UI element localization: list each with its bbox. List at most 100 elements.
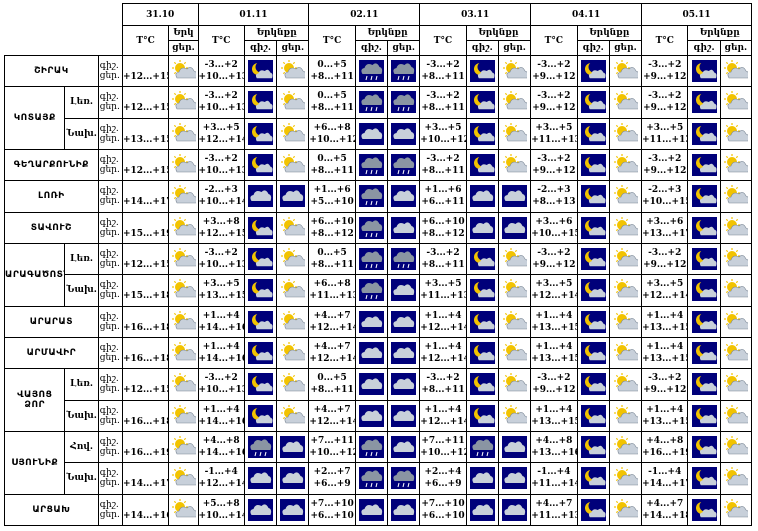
period-labels: գիշ. ցեր. — [97, 399, 123, 432]
day-temp: +16...+19 — [122, 448, 169, 459]
night-subheader: գիշ. — [576, 40, 610, 56]
night-temp: +4...+7 — [535, 498, 573, 509]
moon-cloud-icon — [691, 154, 717, 177]
period-labels: գիշ. ցեր. — [97, 117, 123, 150]
sky-cell — [687, 399, 721, 432]
sky-cell — [243, 368, 278, 401]
cloud-rain-icon — [358, 216, 384, 239]
temp-cell: 0...+5 +8...+11 — [308, 86, 356, 119]
temp-cell: +6...+10 +8...+12 — [308, 211, 356, 244]
period-labels: գիշ. ցեր. — [97, 305, 123, 338]
sky-cell — [465, 274, 499, 307]
day-temp: +16...+18 — [122, 322, 169, 333]
region-name: ԱՐՑԱԽ — [4, 493, 99, 527]
sky-cell — [387, 493, 421, 527]
night-temp: -3...+2 — [426, 154, 460, 165]
table-row: ԱՐԱԳԱԾՈՏՆ Լեռ. գիշ. ցեր. +12...+15 -3...+2 +10… — [3, 242, 753, 307]
night-subheader: գիշ. — [354, 40, 389, 56]
sky-cell — [497, 399, 532, 432]
night-temp: -3...+2 — [537, 60, 571, 71]
sky-cell — [465, 86, 499, 119]
region-label: ԱՐՑԱԽ — [32, 504, 71, 515]
day-temp: +10...+13 — [198, 103, 245, 114]
cloud-rain-icon — [358, 248, 384, 271]
temp-cell: +4...+7 +12...+14 — [308, 336, 356, 370]
sky-cell — [497, 242, 532, 276]
temp-cell: +3...+8 +12...+15 — [197, 211, 245, 244]
sky-cell — [387, 399, 421, 432]
sun-cloud-icon — [281, 404, 306, 424]
night-label: գիշ. — [99, 155, 119, 166]
day-header: 05.11 — [641, 3, 752, 26]
sky-cell — [276, 462, 310, 495]
moon-cloud-icon — [248, 91, 273, 114]
sun-cloud-icon — [613, 498, 638, 518]
temp-cell: +1...+4 +14...+16 — [197, 399, 245, 432]
cloud-icon — [502, 467, 528, 490]
sky-cell — [276, 117, 310, 150]
night-temp: +3...+5 — [202, 279, 240, 290]
zone-label: Նախ. — [64, 117, 99, 150]
moon-cloud-icon — [469, 310, 495, 333]
sky-cell — [354, 368, 389, 401]
corner-blank — [4, 3, 123, 56]
night-temp: +1...+4 — [202, 310, 240, 321]
night-label: գիշ. — [99, 186, 119, 197]
sky-cell — [168, 242, 199, 276]
cloud-rain-icon — [391, 467, 417, 490]
sky-cell — [497, 305, 532, 338]
sun-cloud-icon — [613, 467, 638, 486]
temp-cell: +16...+18 — [121, 336, 170, 370]
sun-cloud-icon — [503, 248, 528, 267]
cloud-icon — [469, 467, 495, 490]
sky-cell — [243, 180, 278, 213]
day-label: ցեր. — [99, 447, 120, 458]
moon-cloud-icon — [580, 279, 606, 302]
sun-cloud-icon — [613, 185, 638, 204]
sky-cell — [608, 180, 643, 213]
region-label: ՍՅՈՒՆԻՔ — [11, 457, 59, 468]
temp-cell: +4...+8 +13...+16 — [530, 430, 578, 464]
night-temp — [123, 153, 167, 165]
temp-cell: +3...+5 +11...+13 — [530, 117, 578, 150]
day-temp: +6...+11 — [421, 197, 465, 208]
sky-cell — [497, 493, 532, 527]
period-labels: գիշ. ցեր. — [97, 180, 123, 213]
sky-cell — [576, 211, 610, 244]
day-temp: +6...+10 — [310, 510, 354, 521]
sky-cell — [497, 117, 532, 150]
night-temp: +1...+6 — [424, 185, 462, 196]
moon-cloud-icon — [248, 310, 273, 333]
cloud-icon — [391, 216, 417, 239]
sky-cell — [687, 305, 721, 338]
sky-cell — [465, 211, 499, 244]
cloud-rain-icon — [358, 436, 384, 459]
temp-cell: -3...+2 +9...+12 — [530, 148, 578, 182]
sun-cloud-icon — [724, 279, 749, 298]
temp-header: T°C — [530, 25, 578, 56]
region-name: ՏԱՎՈՒՇ — [4, 211, 99, 244]
sky-cell — [687, 242, 721, 276]
cloud-icon — [280, 467, 306, 490]
sky-cell — [719, 430, 753, 464]
temp-cell: +3...+6 +13...+17 — [641, 211, 689, 244]
night-temp: -3...+2 — [426, 60, 460, 71]
sky-cell — [576, 180, 610, 213]
temp-cell: 0...+5 +8...+11 — [308, 54, 356, 88]
night-temp: +6...+8 — [313, 279, 351, 290]
sun-cloud-icon — [613, 122, 638, 142]
sky-cell — [168, 305, 199, 338]
night-temp: +3...+5 — [535, 279, 573, 290]
night-temp — [123, 498, 167, 510]
day-label: ցեր. — [99, 259, 120, 270]
sky-cell — [497, 148, 532, 182]
temp-cell: +16...+18 — [121, 399, 170, 432]
night-temp: +3...+5 — [535, 122, 573, 133]
temp-cell: +1...+4 +13...+15 — [530, 399, 578, 432]
temp-cell: +1...+4 +14...+16 — [197, 305, 245, 338]
region-name: ԼՈՌԻ — [4, 180, 99, 213]
night-temp: -3...+2 — [204, 373, 238, 384]
sky-cell — [387, 462, 421, 495]
zone-text: Լեռ. — [70, 97, 94, 108]
table-row: Նախ. գիշ. ցեր. +13...+15 +3...+5 +12...+14 +6.… — [5, 117, 753, 150]
